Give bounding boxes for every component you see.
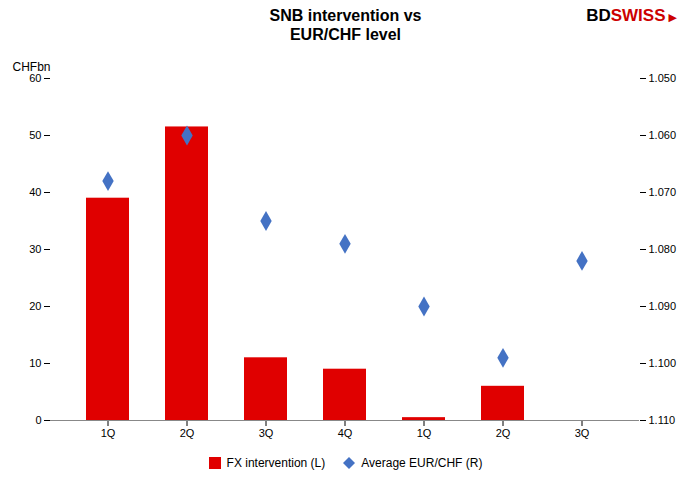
svg-text:CHFbn: CHFbn [13, 60, 51, 74]
svg-text:1.100: 1.100 [649, 357, 677, 369]
html-text:Average EUR/CHF (R): Average EUR/CHF (R) [361, 456, 483, 470]
svg-text:1.080: 1.080 [649, 243, 677, 255]
svg-text:3Q: 3Q [259, 427, 274, 439]
svg-text:30: 30 [29, 243, 41, 255]
html-text:BD SWISS▶: BD SWISS▶ [586, 6, 677, 25]
svg-text:1.060: 1.060 [649, 129, 677, 141]
svg-text:0: 0 [35, 414, 41, 426]
svg-text:1.050: 1.050 [649, 72, 677, 84]
svg-text:2Q: 2Q [180, 427, 195, 439]
svg-text:20: 20 [29, 300, 41, 312]
svg-text:4Q: 4Q [338, 427, 353, 439]
svg-text:40: 40 [29, 186, 41, 198]
svg-text:1Q: 1Q [101, 427, 116, 439]
svg-text:1.110: 1.110 [649, 414, 676, 426]
svg-text:60: 60 [29, 72, 42, 84]
svg-text:3Q: 3Q [575, 427, 590, 439]
svg-text:50: 50 [29, 129, 41, 141]
html-text:FX intervention (L): FX intervention (L) [226, 456, 326, 470]
svg-text:1Q: 1Q [417, 427, 432, 439]
svg-text:1.090: 1.090 [649, 300, 677, 312]
svg-text:1.070: 1.070 [649, 186, 677, 198]
svg-text:2Q: 2Q [496, 427, 511, 439]
svg-text:10: 10 [29, 357, 41, 369]
html-text:SNB intervention vs EUR/CHF le: SNB intervention vs EUR/CHF level [269, 7, 422, 43]
